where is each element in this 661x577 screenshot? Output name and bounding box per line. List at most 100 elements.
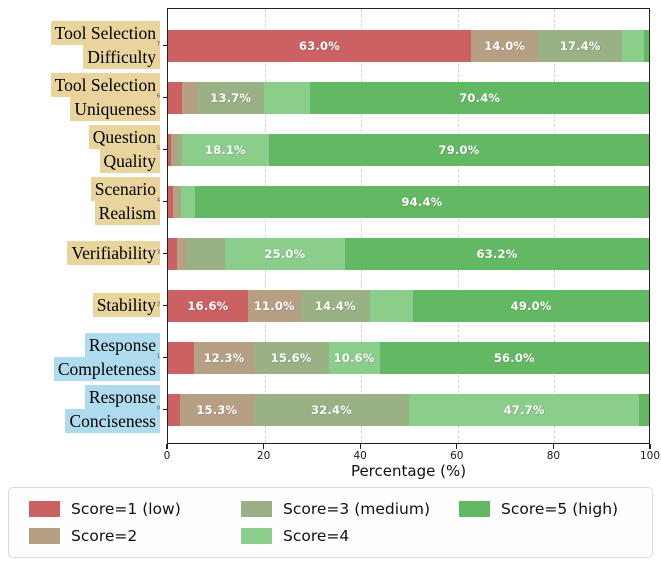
bar-row: 12.3% 15.6% 10.6% 56.0% bbox=[168, 342, 649, 374]
y-tick-mark bbox=[163, 96, 167, 98]
y-tick-label: 5 bbox=[156, 145, 160, 152]
category-label-text: Tool Selection bbox=[50, 21, 160, 45]
bar-segment: 18.1% bbox=[181, 134, 269, 166]
bar-segment: 63.2% bbox=[345, 238, 649, 270]
bar-segment bbox=[263, 82, 311, 114]
bar-segment: 14.0% bbox=[471, 30, 539, 62]
bar-segment: 79.0% bbox=[269, 134, 649, 166]
bar-segment: 17.4% bbox=[538, 30, 623, 62]
bar-row: 13.7% 70.4% bbox=[168, 82, 649, 114]
y-tick-label: 4 bbox=[156, 197, 160, 204]
y-tick-mark bbox=[163, 200, 167, 202]
bar-row: 16.6% 11.0% 14.4% 49.0% bbox=[168, 290, 649, 322]
y-tick-label: 2 bbox=[156, 301, 160, 308]
category-label-text: Scenario bbox=[90, 177, 160, 201]
y-tick-mark bbox=[163, 44, 167, 46]
legend-label: Score=1 (low) bbox=[71, 499, 181, 518]
bar-segment bbox=[176, 134, 182, 166]
legend-item: Score=4 bbox=[241, 527, 459, 545]
legend-swatch-icon bbox=[459, 500, 490, 517]
category-label-text: Quality bbox=[99, 149, 160, 173]
bar-segment: 10.6% bbox=[328, 342, 380, 374]
legend-grid: Score=1 (low) Score=2 Score=3 (medium) Scor… bbox=[9, 488, 652, 557]
bar-segment bbox=[168, 186, 173, 218]
bar-segment bbox=[168, 134, 171, 166]
category-label-text: Stability bbox=[92, 293, 160, 317]
y-tick-mark bbox=[163, 356, 167, 358]
x-tick-mark bbox=[359, 444, 361, 449]
bar-value-label: 56.0% bbox=[493, 351, 535, 365]
legend-label: Score=5 (high) bbox=[501, 499, 619, 518]
legend-item: Score=2 bbox=[29, 527, 241, 545]
gridline bbox=[264, 9, 266, 443]
bar-value-label: 25.0% bbox=[264, 247, 306, 261]
legend-swatch-icon bbox=[29, 528, 60, 545]
bar-value-label: 14.0% bbox=[484, 39, 526, 53]
bar-row: 94.4% bbox=[168, 186, 649, 218]
x-tick-mark bbox=[456, 444, 458, 449]
bar-segment bbox=[638, 394, 649, 426]
bar-segment: 56.0% bbox=[379, 342, 649, 374]
bar-segment: 94.4% bbox=[194, 186, 649, 218]
bar-value-label: 10.6% bbox=[333, 351, 375, 365]
bar-segment bbox=[172, 186, 179, 218]
y-tick-mark bbox=[163, 148, 167, 150]
x-axis-title: Percentage (%) bbox=[350, 462, 467, 480]
bar-segment: 32.4% bbox=[253, 394, 410, 426]
category-label: Question Quality bbox=[88, 125, 160, 173]
bar-row: 18.1% 79.0% bbox=[168, 134, 649, 166]
x-tick-mark bbox=[263, 444, 265, 449]
x-tick-label: 40 bbox=[353, 450, 367, 462]
bar-value-label: 32.4% bbox=[311, 403, 352, 417]
bar-segment: 15.6% bbox=[253, 342, 329, 374]
legend-box: Score=1 (low) Score=2 Score=3 (medium) Scor… bbox=[8, 487, 653, 558]
category-label-text: Conciseness bbox=[65, 409, 160, 433]
bar-row: 25.0% 63.2% bbox=[168, 238, 649, 270]
y-tick-label: 3 bbox=[156, 249, 160, 256]
y-tick-label: 0 bbox=[156, 405, 160, 412]
bar-segment bbox=[168, 342, 195, 374]
bar-segment: 47.7% bbox=[409, 394, 639, 426]
y-tick-mark bbox=[163, 304, 167, 306]
bar-value-label: 94.4% bbox=[401, 195, 443, 209]
bar-segment: 70.4% bbox=[310, 82, 649, 114]
category-label: Stability bbox=[92, 293, 160, 317]
bar-value-label: 70.4% bbox=[459, 91, 501, 105]
gridline bbox=[457, 9, 459, 443]
bar-segment: 63.0% bbox=[168, 30, 472, 62]
bar-segment: 25.0% bbox=[224, 238, 345, 270]
bar-value-label: 18.1% bbox=[205, 143, 246, 157]
category-label-text: Response bbox=[84, 385, 160, 409]
bar-value-label: 49.0% bbox=[510, 299, 552, 313]
category-label: Tool Selection Uniqueness bbox=[50, 73, 160, 121]
bar-segment bbox=[622, 30, 645, 62]
y-tick-label: 1 bbox=[156, 353, 160, 360]
legend-item: Score=1 (low) bbox=[29, 500, 241, 518]
bar-value-label: 63.0% bbox=[299, 39, 340, 53]
category-label-text: Tool Selection bbox=[50, 73, 160, 97]
bar-segment: 13.7% bbox=[197, 82, 264, 114]
bar-segment bbox=[178, 186, 181, 218]
legend-label: Score=2 bbox=[71, 527, 138, 546]
bar-segment: 14.4% bbox=[300, 290, 370, 322]
bar-segment: 12.3% bbox=[194, 342, 254, 374]
category-label-text: Realism bbox=[94, 201, 160, 225]
bar-segment bbox=[370, 290, 414, 322]
category-label-text: Response bbox=[84, 333, 160, 357]
bar-segment bbox=[185, 238, 225, 270]
legend-swatch-icon bbox=[241, 500, 272, 517]
y-tick-mark bbox=[163, 408, 167, 410]
bar-value-label: 79.0% bbox=[438, 143, 480, 157]
bar-segment: 15.3% bbox=[180, 394, 254, 426]
legend-swatch-icon bbox=[241, 528, 272, 545]
bar-value-label: 14.4% bbox=[314, 299, 356, 313]
category-label: Tool Selection Difficulty bbox=[50, 21, 160, 69]
bar-segment bbox=[168, 238, 178, 270]
category-label: Response Conciseness bbox=[65, 385, 160, 433]
legend-item: Score=3 (medium) bbox=[241, 500, 459, 518]
bar-segment bbox=[168, 82, 183, 114]
plot-area: 63.0% 14.0% 17.4% 13.7% 70.4% 18.1% 79.0% 94.4%… bbox=[167, 8, 650, 444]
bar-value-label: 16.6% bbox=[187, 299, 229, 313]
x-tick-label: 0 bbox=[163, 450, 171, 462]
bar-value-label: 47.7% bbox=[503, 403, 545, 417]
